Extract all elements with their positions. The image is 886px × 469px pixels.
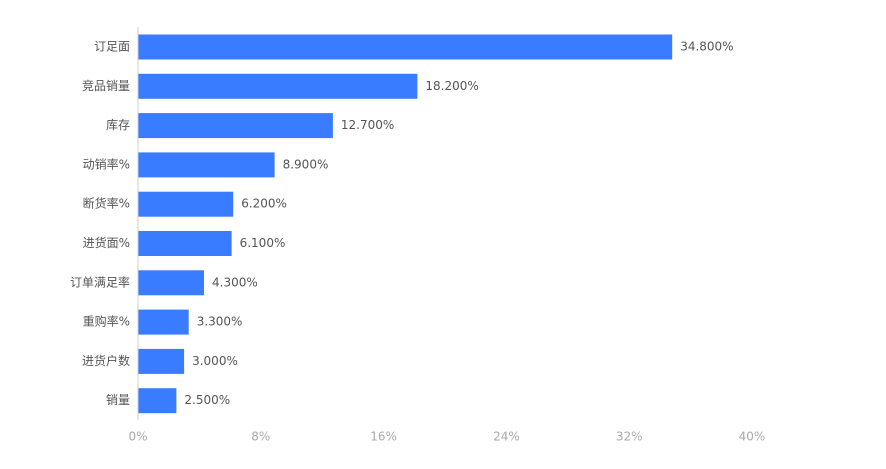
data-label: 6.100% <box>240 236 286 250</box>
x-tick-label: 0% <box>128 430 147 444</box>
data-label: 4.300% <box>212 275 258 289</box>
data-label: 3.000% <box>192 354 238 368</box>
bar <box>138 309 189 335</box>
data-label: 34.800% <box>680 40 733 54</box>
data-label: 3.300% <box>197 315 243 329</box>
data-label: 6.200% <box>241 197 287 211</box>
category-label: 进货面% <box>83 235 130 250</box>
category-label: 库存 <box>106 117 130 132</box>
bar <box>138 113 333 139</box>
bar <box>138 388 177 414</box>
bars-layer <box>138 34 673 414</box>
bar <box>138 34 673 60</box>
category-label: 断货率% <box>83 196 130 211</box>
category-label: 进货户数 <box>82 353 130 368</box>
x-tick-label: 8% <box>251 430 270 444</box>
category-label: 动销率% <box>83 156 130 171</box>
category-label: 订足面 <box>94 40 130 54</box>
data-label: 18.200% <box>425 79 478 93</box>
x-tick-label: 16% <box>370 430 397 444</box>
bar <box>138 231 232 256</box>
x-tick-label: 24% <box>493 430 520 444</box>
data-label: 2.500% <box>184 393 230 407</box>
category-label: 订单满足率 <box>70 274 130 289</box>
category-label: 重购率% <box>83 314 130 329</box>
x-tick-label: 40% <box>739 430 766 444</box>
x-tick-label: 32% <box>616 430 643 444</box>
category-label: 销量 <box>106 393 130 407</box>
x-tick-labels-layer: 0% 8% 16% 24% 32% 40% <box>128 430 765 444</box>
bar <box>138 191 234 217</box>
category-label: 竞品销量 <box>82 79 130 93</box>
data-label: 8.900% <box>283 157 329 171</box>
bar <box>138 270 204 296</box>
bar <box>138 152 275 178</box>
value-labels-layer: 34.800% 18.200% 12.700% 8.900% 6.200% 6.100% 4… <box>184 40 733 408</box>
bar <box>138 348 185 374</box>
bar <box>138 73 418 99</box>
data-label: 12.700% <box>341 118 394 132</box>
